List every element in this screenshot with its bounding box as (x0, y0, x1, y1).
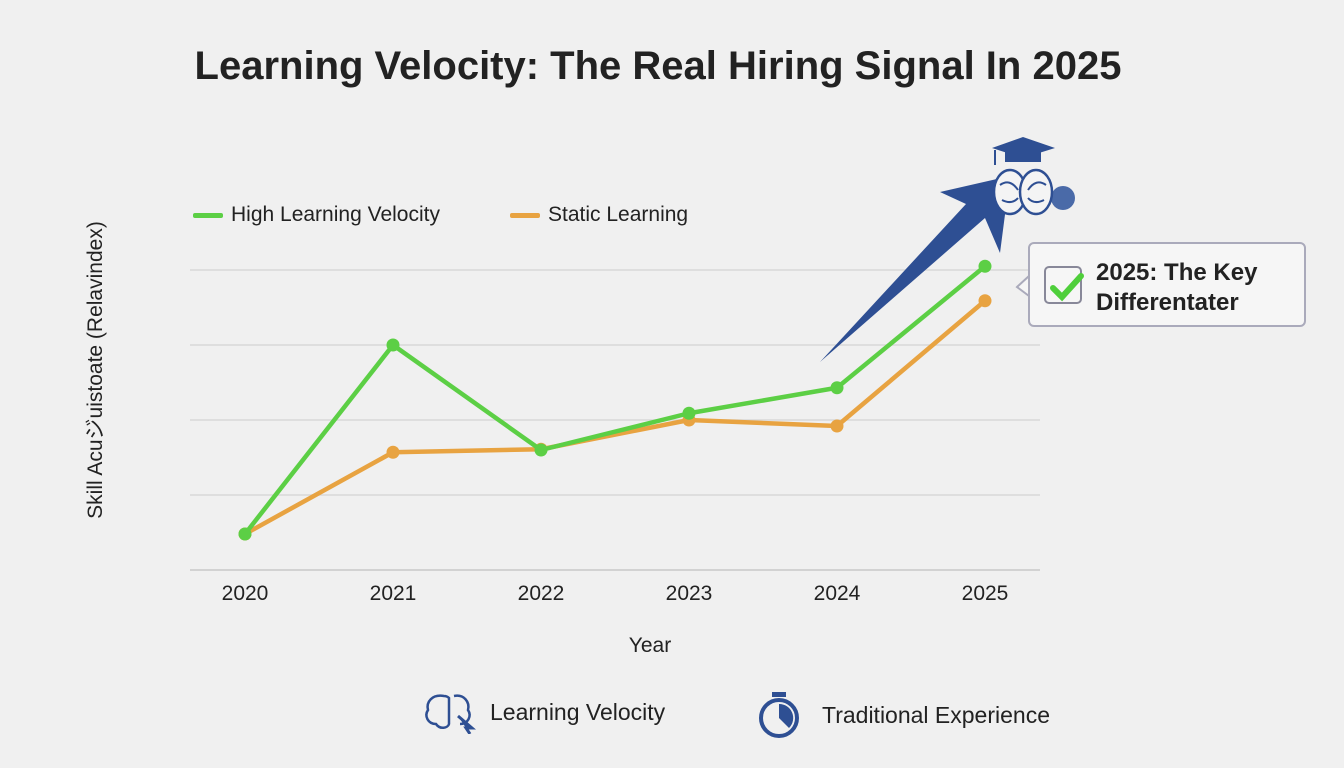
data-point (682, 406, 696, 420)
data-point (978, 259, 992, 273)
data-point (238, 527, 252, 541)
legend-swatch (510, 212, 540, 218)
legend-label: High Learning Velocity (231, 203, 440, 226)
legend-item-high-velocity: High Learning Velocity (193, 203, 440, 227)
series-line-0 (243, 264, 987, 536)
x-tick-label: 2025 (962, 582, 1009, 605)
data-point (830, 419, 844, 433)
bottom-legend-label: Traditional Experience (822, 701, 1050, 728)
x-tick-label: 2021 (370, 582, 417, 605)
data-point (978, 294, 992, 308)
annotation-callout: 2025: The Key Differentater (1028, 242, 1306, 327)
legend-label: Static Learning (548, 203, 689, 226)
trend-arrow-icon (820, 176, 1010, 362)
x-tick-label: 2020 (222, 582, 269, 605)
y-axis-label: Skill Acuジuistoate (Relavindex) (84, 221, 107, 519)
data-point (534, 443, 548, 457)
bottom-legend-label: Learning Velocity (490, 698, 666, 725)
callout-pointer (1015, 275, 1030, 297)
x-tick-label: 2024 (814, 582, 861, 605)
data-point (830, 381, 844, 395)
x-tick-label: 2023 (666, 582, 713, 605)
bottom-legend-learning-velocity: Learning Velocity (422, 690, 665, 734)
legend-item-static: Static Learning (510, 203, 688, 227)
chart-title: Learning Velocity: The Real Hiring Signa… (194, 44, 1122, 88)
x-axis-label: Year (628, 634, 672, 657)
bottom-legend-traditional-experience: Traditional Experience (752, 690, 1050, 740)
annotation-line2: Differentater (1096, 289, 1239, 316)
annotation-line1: 2025: The Key (1096, 259, 1258, 286)
data-point (386, 445, 400, 459)
graduation-brain-icon (992, 137, 1075, 216)
brain-cursor-icon (425, 694, 476, 734)
x-tick-label: 2022 (518, 582, 565, 605)
stopwatch-icon (759, 692, 799, 738)
series-line-1 (243, 299, 987, 536)
check-icon (1044, 266, 1084, 304)
legend-swatch (193, 212, 223, 218)
data-point (386, 338, 400, 352)
